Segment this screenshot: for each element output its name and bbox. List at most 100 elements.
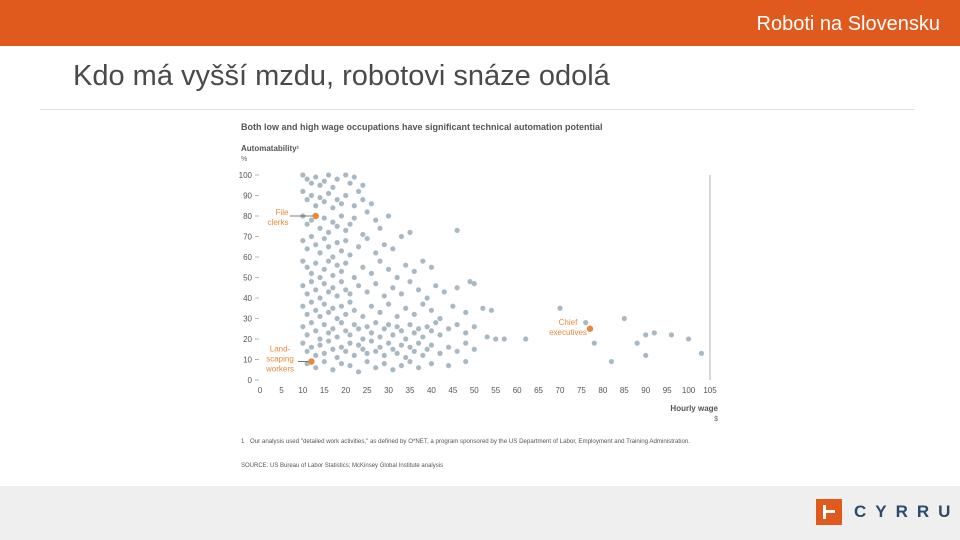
scatter-point [300,172,306,178]
x-tick-label: 105 [703,386,717,395]
scatter-point [591,340,597,346]
scatter-point [385,340,392,346]
scatter-point [304,246,310,252]
scatter-point [355,326,362,332]
scatter-point [321,358,327,365]
chart-figure: Both low and high wage occupations have … [232,115,722,473]
scatter-point [364,358,370,365]
scatter-point [373,217,379,223]
scatter-point [304,348,310,354]
scatter-point [325,190,332,197]
scatter-point [398,342,405,348]
scatter-point [398,233,405,240]
scatter-point [377,258,383,264]
scatter-point [403,336,409,342]
slide-title: Kdo má vyšší mzdu, robotovi snáze odolá [73,60,610,92]
x-tick-label: 55 [491,386,500,395]
scatter-point [668,332,675,338]
scatter-point [385,301,392,307]
scatter-point [437,350,443,356]
scatter-point [373,250,379,256]
scatter-point [347,299,353,305]
scatter-point [698,350,705,356]
scatter-point [351,215,357,221]
scatter-point [415,287,422,293]
scatter-point [334,176,340,182]
scatter-point [394,313,400,320]
scatter-point [308,180,315,186]
scatter-point [463,309,469,315]
y-tick-label: 20 [243,335,252,344]
scatter-point [373,348,379,354]
footer-band [0,486,960,540]
scatter-point [373,281,379,287]
scatter-point [321,235,327,242]
scatter-point [381,361,387,367]
x-tick-label: 20 [341,386,350,395]
scatter-point [308,192,315,199]
scatter-point [334,223,340,229]
scatter-point [381,326,387,332]
scatter-point [373,320,379,326]
scatter-point [488,307,495,313]
scatter-point [471,346,477,352]
scatter-point [321,322,327,328]
scatter-point [355,369,362,375]
highlight-label-landscaping-workers: scaping [266,355,294,364]
scatter-point [338,213,345,219]
scatter-point [330,254,336,260]
scatter-point [313,242,319,248]
scatter-point [420,301,426,307]
scatter-point [407,344,413,350]
x-tick-label: 80 [598,386,607,395]
scatter-point [313,260,319,266]
scatter-point [454,348,460,354]
scatter-point [407,322,413,328]
scatter-point [300,324,306,330]
scatter-point [360,231,366,238]
scatter-point [501,336,507,342]
scatter-point [403,354,409,361]
scatter-point [441,289,447,295]
scatter-point [445,344,452,350]
scatter-point [394,350,400,356]
scatter-point [360,197,366,203]
scatter-point [381,242,387,248]
scatter-point [368,303,375,309]
scatter-point [300,340,306,346]
scatter-point [317,225,323,231]
x-tick-label: 95 [663,386,672,395]
scatter-point [403,262,409,268]
x-tick-label: 45 [448,386,457,395]
scatter-point [420,334,426,340]
chart-title: Both low and high wage occupations have … [241,122,603,132]
scatter-point [420,352,426,358]
scatter-point [398,291,405,297]
scatter-point [407,279,413,285]
scatter-point [317,274,323,281]
scatter-point [334,197,340,203]
scatter-point [454,227,460,233]
scatter-point [385,213,392,219]
scatter-point [433,320,439,326]
scatter-point [338,344,345,350]
y-tick-label: 50 [243,274,252,283]
x-tick-label: 70 [556,386,565,395]
cyrrus-logo-mark-icon [816,499,842,525]
scatter-point [308,270,315,276]
scatter-point [651,330,657,336]
scatter-point [338,303,345,309]
scatter-point [313,328,319,334]
scatter-point [445,363,452,369]
scatter-point [347,363,353,369]
scatter-point [325,244,332,250]
scatter-point [351,322,357,328]
scatter-point [381,352,387,358]
scatter-point [450,303,456,309]
scatter-point [330,367,336,373]
scatter-point [493,336,499,342]
scatter-point [347,291,353,297]
scatter-point [321,350,327,356]
x-tick-label: 0 [258,386,263,395]
highlight-label-file-clerks: File [276,208,289,217]
